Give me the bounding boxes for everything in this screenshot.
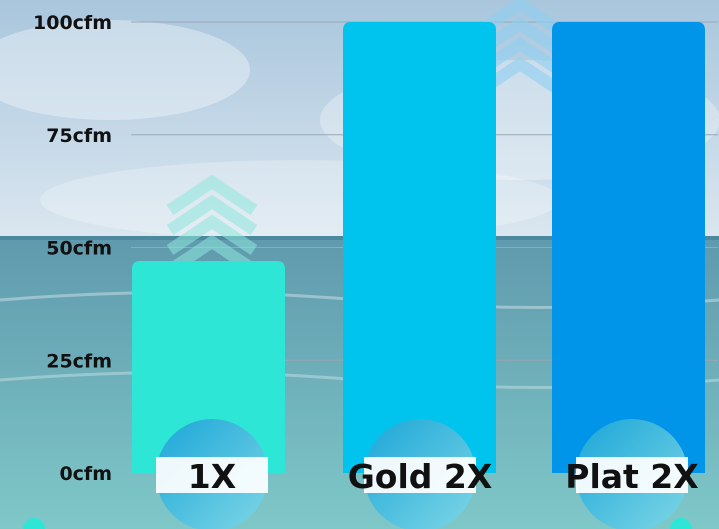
x-tick-label: Gold 2X (348, 457, 493, 496)
category-badge: Gold 2X (348, 419, 493, 529)
bar-gold-2x (343, 22, 496, 473)
category-badges: 1X Gold 2X Plat 2X (156, 419, 699, 529)
decorative-dot (23, 518, 45, 529)
y-tick-label: 0cfm (59, 463, 112, 485)
badge-band (576, 457, 688, 493)
badge-band (156, 457, 268, 493)
y-tick-label: 100cfm (33, 12, 112, 34)
category-badge: 1X (156, 419, 268, 529)
x-tick-label: 1X (188, 457, 236, 496)
badge-band (364, 457, 476, 493)
y-axis-tick-labels: 0cfm 25cfm 50cfm 75cfm 100cfm (33, 12, 112, 485)
category-badge: Plat 2X (565, 419, 699, 529)
y-tick-label: 75cfm (46, 125, 112, 147)
cloud (0, 20, 250, 120)
y-tick-label: 50cfm (46, 238, 112, 260)
bars (132, 22, 705, 473)
y-tick-label: 25cfm (46, 350, 112, 372)
chevron-up-icon (166, 174, 258, 275)
bar-plat-2x (552, 22, 705, 473)
bar-1x (132, 261, 285, 473)
decorative-dot (670, 518, 692, 529)
x-tick-label: Plat 2X (565, 457, 698, 496)
